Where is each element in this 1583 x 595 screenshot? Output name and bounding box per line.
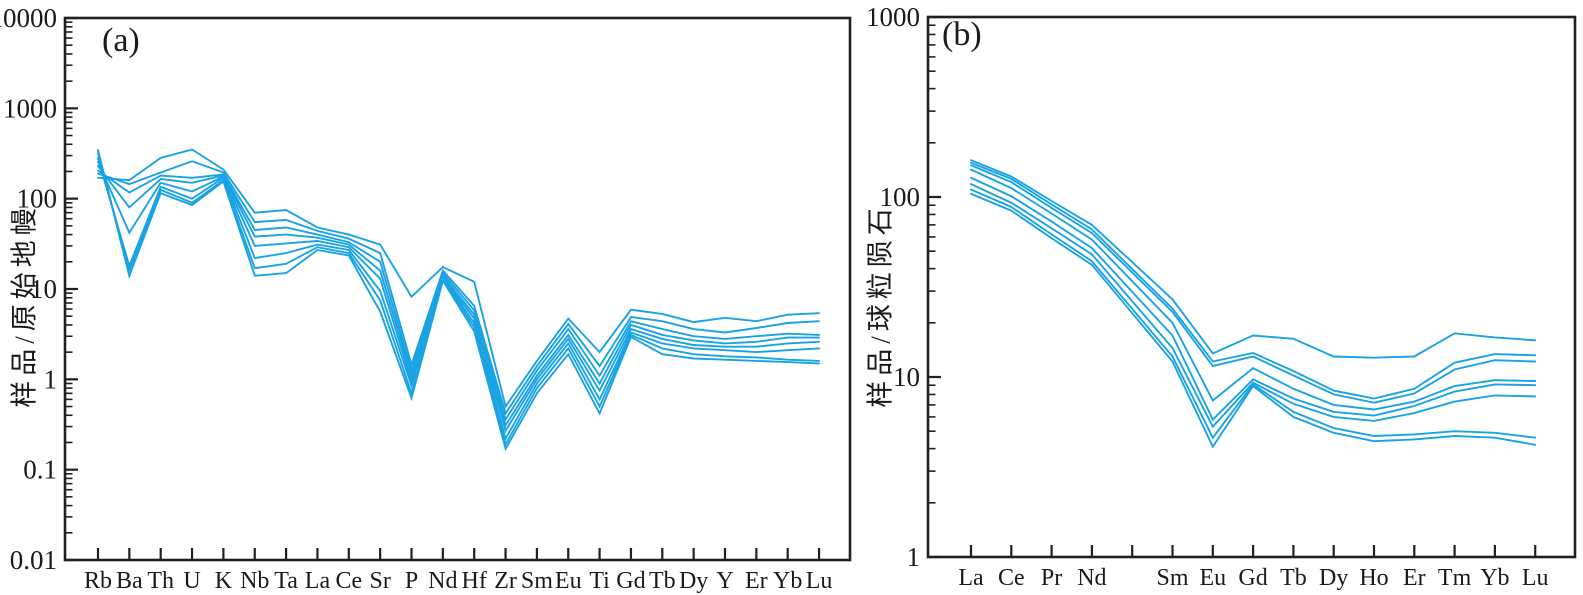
y-tick-label: 10000 xyxy=(0,3,57,33)
x-tick-label: Yb xyxy=(1480,565,1509,591)
x-tick-label: Ce xyxy=(335,568,362,594)
x-tick-label: Tb xyxy=(649,568,676,594)
y-tick-label: 100 xyxy=(17,184,58,214)
sample-line xyxy=(97,160,821,434)
x-tick-label: Lu xyxy=(806,568,833,594)
x-tick-label: Dy xyxy=(679,568,708,594)
x-tick-label: Gd xyxy=(616,568,645,594)
sample-line xyxy=(970,192,1537,449)
sample-line xyxy=(97,152,821,448)
y-tick-label: 1 xyxy=(907,542,921,572)
x-tick-label: Er xyxy=(745,568,768,594)
y-tick-label: 1000 xyxy=(866,2,920,32)
x-tick-label: P xyxy=(405,568,418,594)
x-tick-label: Zr xyxy=(494,568,517,594)
x-tick-label: Lu xyxy=(1522,565,1549,591)
x-tick-label: La xyxy=(958,565,984,591)
x-tick-label: Sr xyxy=(369,568,390,594)
x-tick-label: Ho xyxy=(1359,565,1388,591)
x-tick-label: Tm xyxy=(1438,565,1472,591)
x-tick-label: Hf xyxy=(462,568,487,594)
panel-b-y-axis-title: 样品/球粒陨石 xyxy=(865,203,896,408)
y-tick-label: 0.01 xyxy=(10,545,57,575)
x-tick-label: Sm xyxy=(521,568,553,594)
sample-line xyxy=(970,164,1537,404)
x-tick-label: Sm xyxy=(1156,565,1188,591)
x-tick-label: Pr xyxy=(1041,565,1062,591)
sample-line xyxy=(97,148,821,409)
y-tick-label: 1 xyxy=(44,364,58,394)
x-tick-label: Nd xyxy=(1077,565,1106,591)
x-tick-label: Dy xyxy=(1319,565,1348,591)
x-tick-label: La xyxy=(305,568,331,594)
y-tick-label: 10 xyxy=(893,362,920,392)
x-tick-label: Y xyxy=(716,568,733,594)
x-tick-label: Tb xyxy=(1280,565,1307,591)
x-tick-label: U xyxy=(183,568,200,594)
panel-a-y-axis-title: 样品/原始地幔 xyxy=(9,203,40,408)
sample-line xyxy=(970,168,1537,411)
x-tick-label: Rb xyxy=(84,568,112,594)
sample-line xyxy=(970,183,1537,429)
sample-line xyxy=(970,161,1537,400)
panel-a-label: (a) xyxy=(102,22,140,59)
x-tick-label: Th xyxy=(147,568,174,594)
x-tick-label: Ce xyxy=(998,565,1025,591)
x-tick-label: Ti xyxy=(589,568,610,594)
x-tick-label: Eu xyxy=(1199,565,1226,591)
x-tick-label: K xyxy=(215,568,233,594)
x-tick-label: Er xyxy=(1403,565,1426,591)
panel-b-plot: 1000 100 10 1 La Ce Pr Nd Sm Eu Gd Tb Dy Ho Er Tm Yb Lu xyxy=(866,2,1577,591)
x-tick-label: Yb xyxy=(773,568,802,594)
sample-line xyxy=(970,159,1537,359)
y-tick-label: 1000 xyxy=(3,93,57,123)
sample-line xyxy=(97,149,821,452)
sample-line xyxy=(970,188,1537,440)
x-tick-label: Ba xyxy=(116,568,143,594)
sample-line xyxy=(970,176,1537,422)
sample-line xyxy=(97,169,821,422)
sample-line xyxy=(97,165,821,428)
sample-line xyxy=(97,160,821,416)
panel-b-label: (b) xyxy=(942,16,982,53)
x-tick-label: Gd xyxy=(1238,565,1267,591)
x-tick-label: Nd xyxy=(428,568,457,594)
x-tick-label: Eu xyxy=(555,568,582,594)
x-tick-label: Ta xyxy=(274,568,298,594)
y-tick-label: 0.1 xyxy=(23,455,57,485)
y-tick-label: 100 xyxy=(880,182,921,212)
sample-line xyxy=(97,157,821,442)
y-tick-label: 10 xyxy=(30,274,57,304)
x-tick-label: Nb xyxy=(240,568,269,594)
